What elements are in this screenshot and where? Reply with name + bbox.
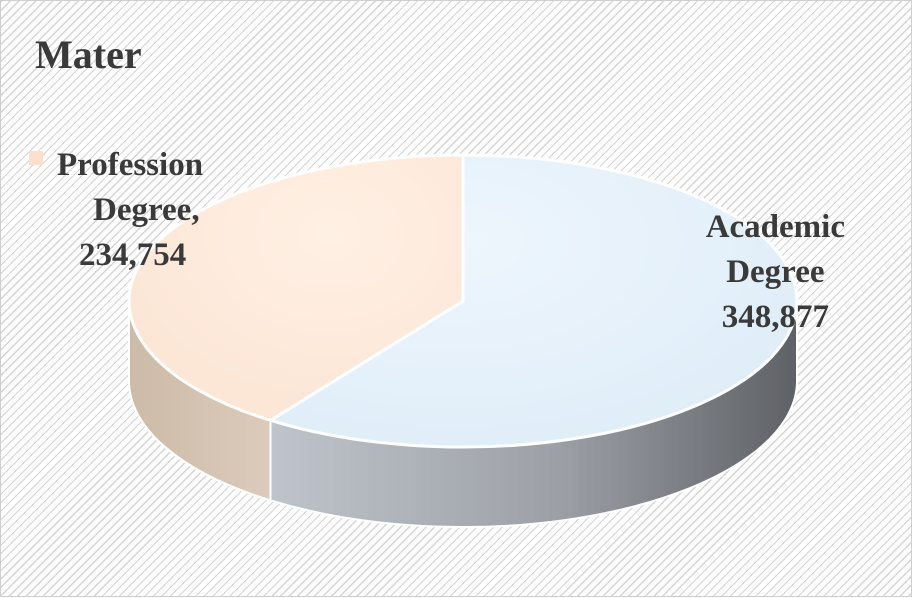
label-line: Degree,	[93, 192, 200, 228]
label-line: Profession	[57, 147, 204, 183]
label-line: Academic	[705, 209, 845, 245]
pie-slice	[127, 153, 465, 422]
data-label-academic-degree: Academic Degree 348,877	[706, 205, 845, 340]
label-line: Degree	[726, 254, 825, 290]
chart-title: Mater	[35, 32, 142, 77]
legend-marker-profession	[29, 151, 43, 165]
label-value: 348,877	[721, 299, 829, 335]
pie-slice	[268, 153, 799, 449]
data-label-profession-degree: Profession Degree, 234,754	[57, 143, 203, 278]
label-value: 234,754	[79, 237, 187, 273]
